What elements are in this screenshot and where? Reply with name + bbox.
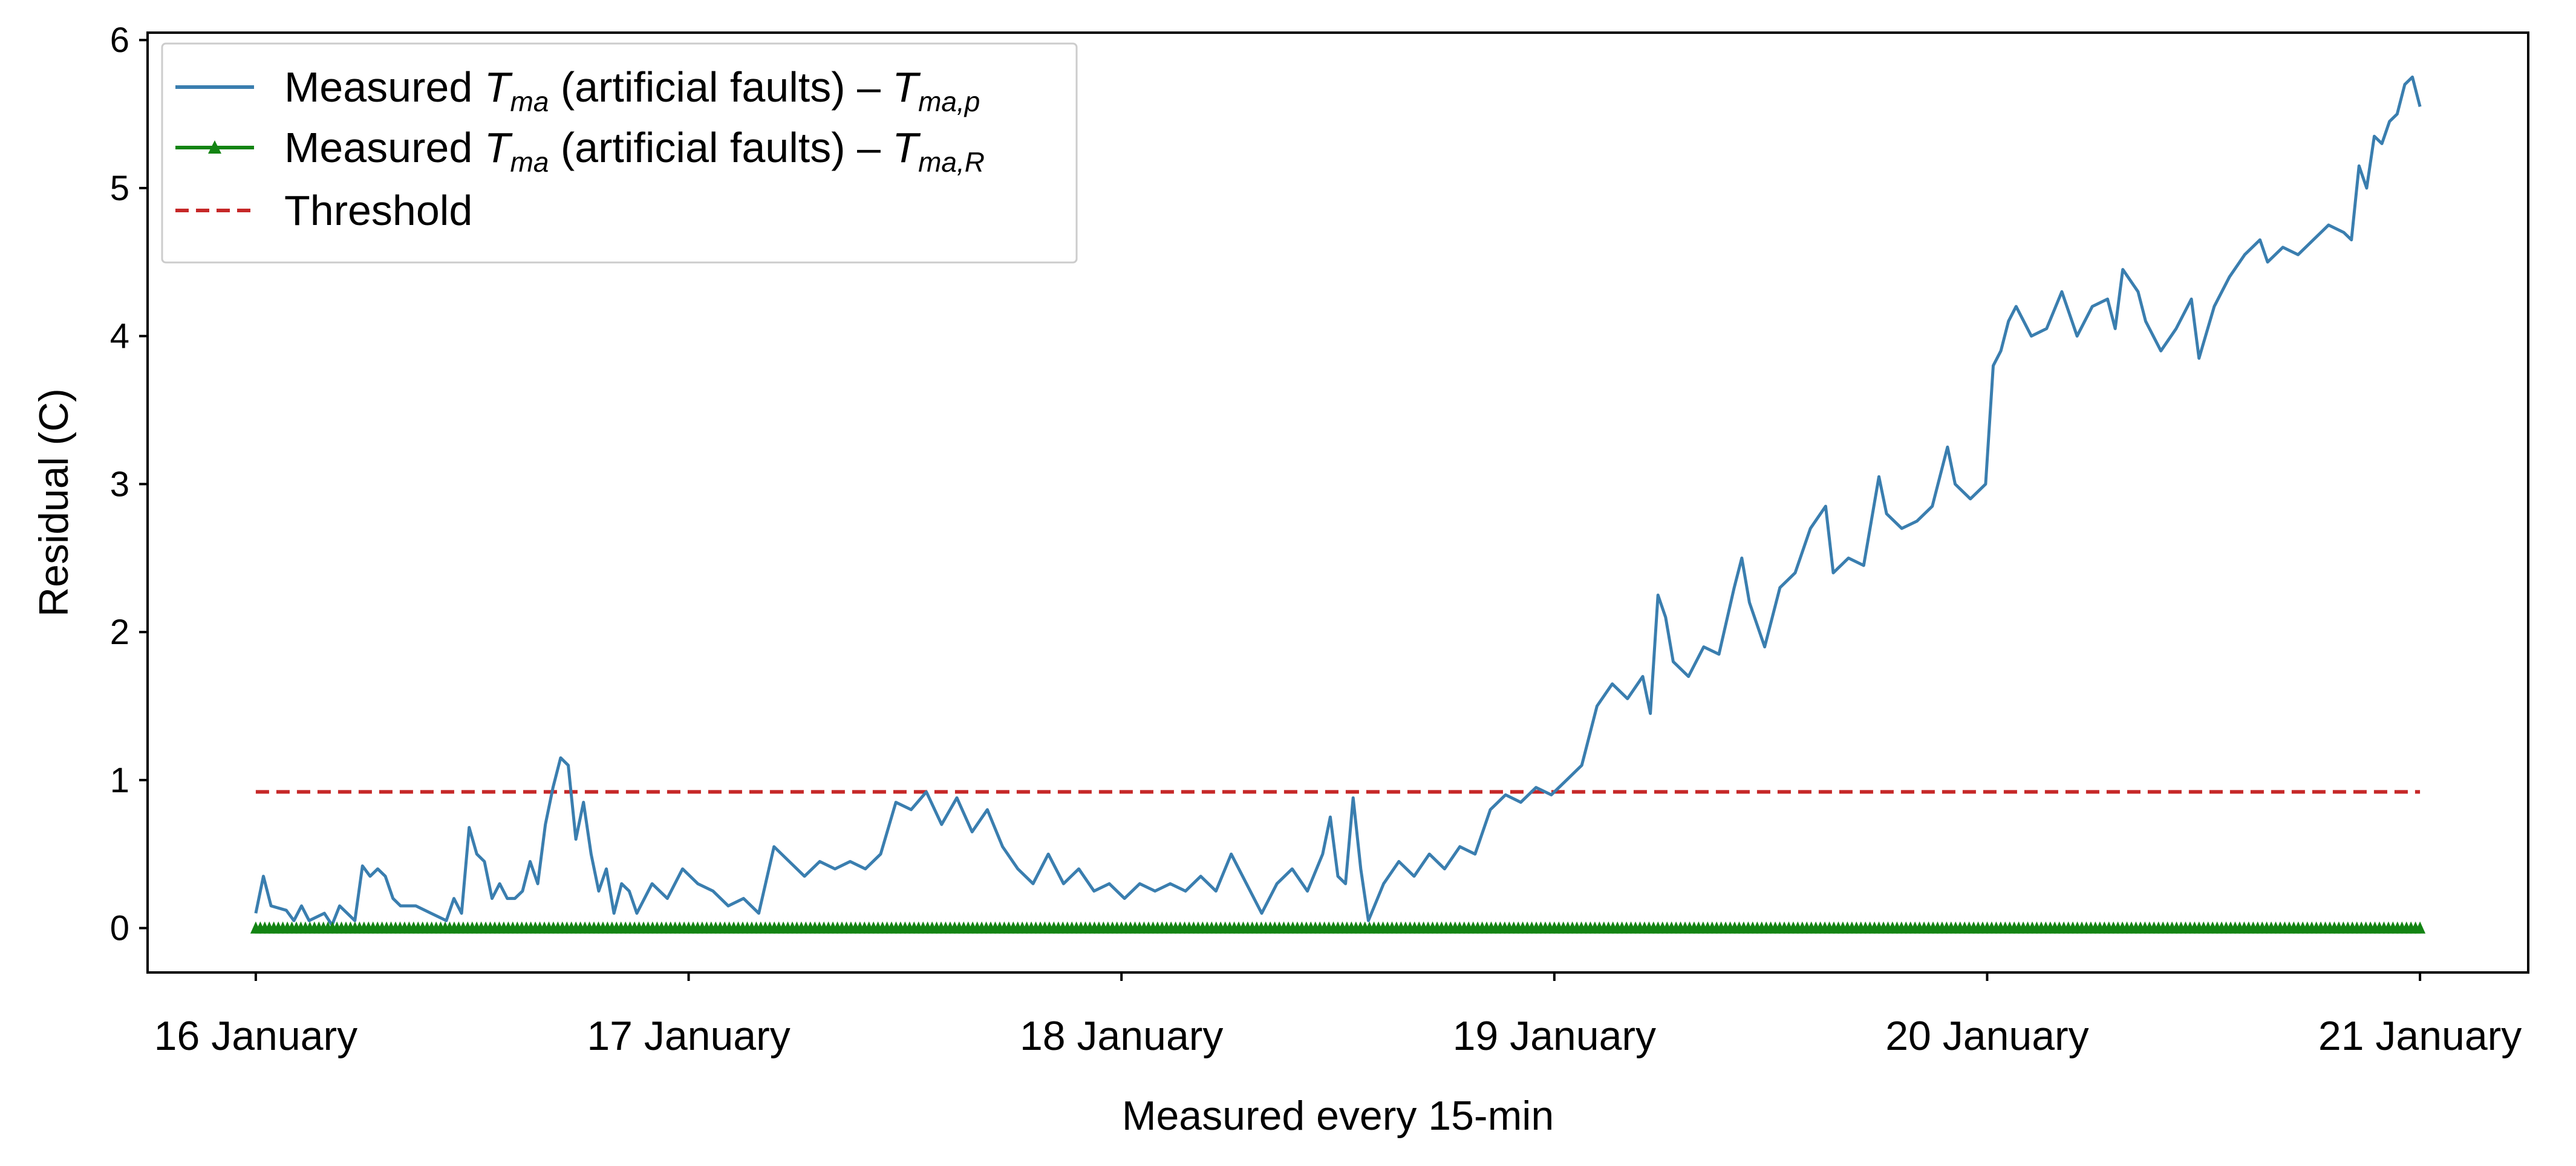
y-tick-label: 0 xyxy=(110,909,129,948)
series-p-layer xyxy=(254,75,2422,927)
y-tick-label: 4 xyxy=(110,317,129,356)
legend-entry-label: Measured Tma (artificial faults) – Tma,p xyxy=(284,64,980,117)
legend: Measured Tma (artificial faults) – Tma,p… xyxy=(161,42,1078,264)
y-tick-label: 5 xyxy=(110,169,129,208)
plot-area xyxy=(250,75,2426,934)
y-tick-label: 2 xyxy=(110,613,129,652)
y-axis-label: Residual (C) xyxy=(31,388,77,617)
y-axis-ticks: 0 1 2 3 4 5 6 xyxy=(110,21,148,948)
y-tick-label: 3 xyxy=(110,464,129,504)
x-tick-label: 20 January xyxy=(1885,1013,2089,1059)
x-tick-label: 16 January xyxy=(154,1013,357,1059)
series-r-layer xyxy=(250,921,2426,934)
y-tick-label: 6 xyxy=(110,21,129,60)
x-tick-label: 19 January xyxy=(1453,1013,1656,1059)
x-tick-label: 18 January xyxy=(1020,1013,1223,1059)
y-tick-label: 1 xyxy=(110,761,129,800)
legend-entry-label: Measured Tma (artificial faults) – Tma,R xyxy=(284,124,985,178)
x-axis-ticks: 16 January 17 January 18 January 19 January… xyxy=(154,972,2522,1059)
legend-marker-triangle xyxy=(208,140,221,154)
x-tick-label: 17 January xyxy=(587,1013,790,1059)
x-tick-label: 21 January xyxy=(2318,1013,2522,1059)
legend-entry-label: Threshold xyxy=(284,187,472,234)
x-axis-label: Measured every 15-min xyxy=(1122,1093,1554,1139)
axes-frame xyxy=(146,31,2529,974)
series-p-line xyxy=(254,75,2422,927)
series-r-marker xyxy=(2415,921,2426,934)
legend-box xyxy=(161,42,1078,264)
